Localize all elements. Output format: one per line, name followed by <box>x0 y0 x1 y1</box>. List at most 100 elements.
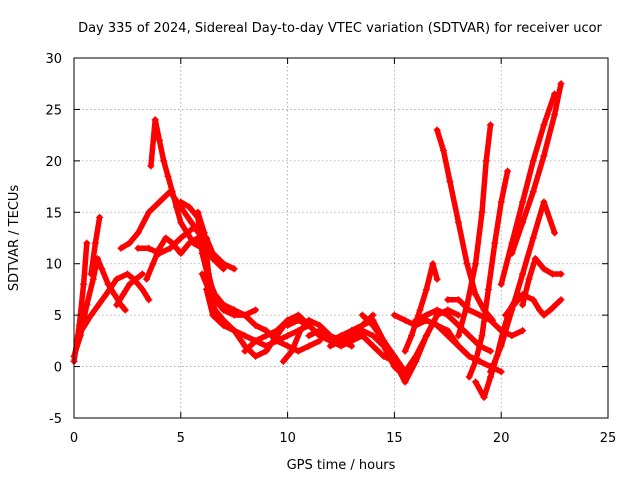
series-trace <box>423 317 504 375</box>
series-arc-28 <box>454 121 495 340</box>
data-point-marker <box>87 311 95 319</box>
data-point-marker <box>252 306 260 314</box>
data-point-marker <box>284 332 292 340</box>
series-arc-23 <box>401 260 441 355</box>
x-axis-label: GPS time / hours <box>287 458 396 473</box>
series-arc-9 <box>143 234 206 283</box>
data-point-marker <box>548 270 556 278</box>
data-point-marker <box>557 296 565 304</box>
data-point-marker <box>134 229 142 237</box>
data-point-marker <box>96 213 104 221</box>
data-point-marker <box>429 260 437 268</box>
data-point-marker <box>454 219 462 227</box>
data-point-marker <box>497 368 505 376</box>
data-point-marker <box>551 111 559 119</box>
data-point-marker <box>284 342 292 350</box>
data-point-marker <box>454 332 462 340</box>
data-point-marker <box>465 332 473 340</box>
data-point-marker <box>177 234 185 242</box>
series-arc-3 <box>87 213 104 278</box>
data-point-marker <box>465 352 473 360</box>
data-point-marker <box>465 373 473 381</box>
data-point-marker <box>177 219 185 227</box>
data-point-marker <box>422 332 430 340</box>
data-series <box>70 80 565 401</box>
data-point-marker <box>230 306 238 314</box>
data-point-marker <box>155 136 163 144</box>
data-point-marker <box>305 321 313 329</box>
data-point-marker <box>123 270 131 278</box>
data-point-marker <box>358 321 366 329</box>
data-point-marker <box>508 332 516 340</box>
data-point-marker <box>168 188 176 196</box>
grid <box>74 58 608 418</box>
data-point-marker <box>220 321 228 329</box>
data-point-marker <box>198 270 206 278</box>
data-point-marker <box>525 275 533 283</box>
data-point-marker <box>279 357 287 365</box>
data-point-marker <box>145 244 153 252</box>
series-arc-5 <box>113 270 146 309</box>
data-point-marker <box>183 229 191 237</box>
data-point-marker <box>155 198 163 206</box>
data-point-marker <box>487 121 495 129</box>
data-point-marker <box>145 296 153 304</box>
data-point-marker <box>252 352 260 360</box>
data-point-marker <box>433 321 441 329</box>
data-point-marker <box>531 255 539 263</box>
data-point-marker <box>478 332 486 340</box>
data-point-marker <box>138 285 146 293</box>
y-tick-label: -5 <box>49 412 62 427</box>
data-point-marker <box>209 311 217 319</box>
data-point-marker <box>89 275 97 283</box>
data-point-marker <box>529 234 537 242</box>
data-point-marker <box>497 198 505 206</box>
series-trace <box>75 271 152 339</box>
data-point-marker <box>126 239 134 247</box>
data-point-marker <box>444 311 452 319</box>
series-arc-33 <box>508 80 565 257</box>
data-point-marker <box>102 291 110 299</box>
data-point-marker <box>134 244 142 252</box>
data-point-marker <box>519 270 527 278</box>
data-point-marker <box>119 291 127 299</box>
data-point-marker <box>162 234 170 242</box>
data-point-marker <box>74 332 82 340</box>
series-arc-26 <box>433 126 497 324</box>
data-point-marker <box>143 275 151 283</box>
data-point-marker <box>519 198 527 206</box>
data-point-marker <box>348 327 356 335</box>
data-point-marker <box>540 152 548 160</box>
data-point-marker <box>519 291 527 299</box>
data-point-marker <box>440 147 448 155</box>
x-tick-label: 15 <box>386 431 403 446</box>
x-tick-label: 5 <box>177 431 185 446</box>
data-point-marker <box>241 347 249 355</box>
data-point-marker <box>111 291 119 299</box>
data-point-marker <box>433 126 441 134</box>
data-point-marker <box>540 198 548 206</box>
data-point-marker <box>98 265 106 273</box>
data-point-marker <box>209 249 217 257</box>
y-tick-label: 5 <box>54 309 62 324</box>
data-point-marker <box>433 275 441 283</box>
data-point-marker <box>326 342 334 350</box>
data-point-marker <box>316 327 324 335</box>
series-trace <box>434 127 496 324</box>
data-point-marker <box>273 337 281 345</box>
data-point-marker <box>529 157 537 165</box>
data-point-marker <box>390 311 398 319</box>
series-trace <box>509 80 564 257</box>
data-point-marker <box>168 239 176 247</box>
data-point-marker <box>151 116 159 124</box>
x-tick-label: 0 <box>70 431 78 446</box>
data-point-marker <box>540 265 548 273</box>
x-tick-label: 10 <box>279 431 296 446</box>
data-point-marker <box>83 239 91 247</box>
series-arc-4 <box>74 270 153 340</box>
data-point-marker <box>519 327 527 335</box>
series-arc-32 <box>497 90 559 288</box>
x-tick-label: 20 <box>493 431 510 446</box>
data-point-marker <box>126 280 134 288</box>
